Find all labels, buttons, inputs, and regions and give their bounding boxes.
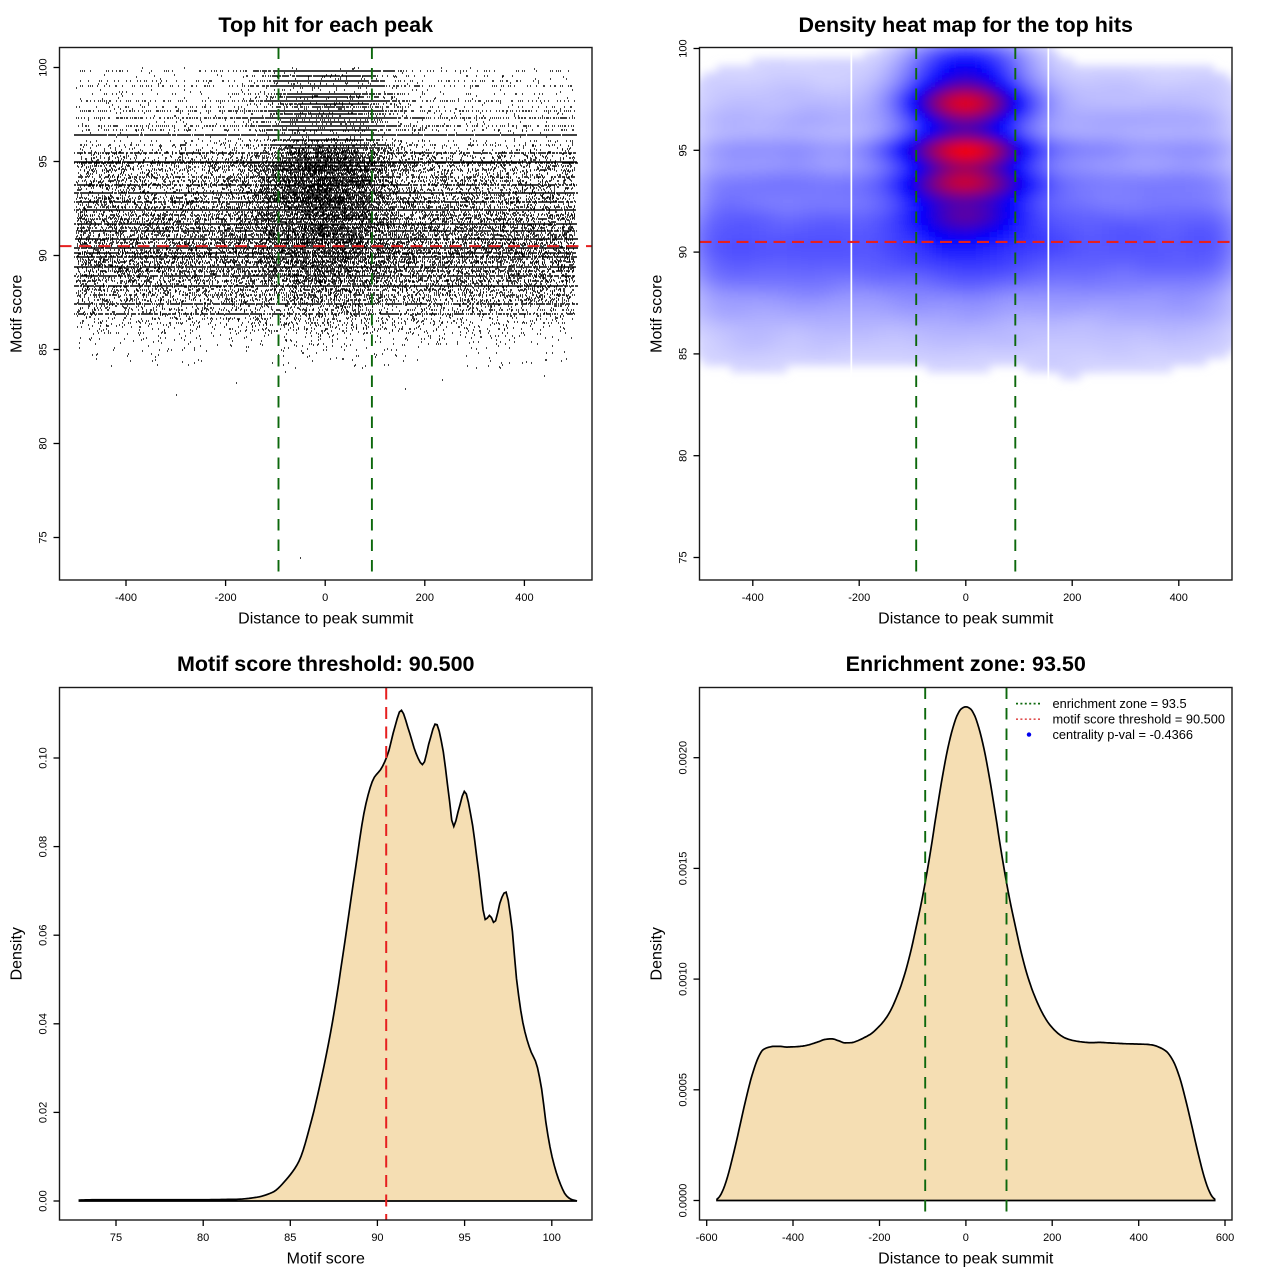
svg-text:90: 90 <box>38 249 50 261</box>
svg-text:0: 0 <box>963 1232 969 1244</box>
svg-text:200: 200 <box>416 592 434 604</box>
svg-text:75: 75 <box>678 551 690 563</box>
svg-text:75: 75 <box>110 1232 122 1244</box>
svg-text:centrality p-val = -0.4366: centrality p-val = -0.4366 <box>1053 727 1194 742</box>
svg-text:-400: -400 <box>115 592 137 604</box>
svg-text:0.00: 0.00 <box>38 1190 50 1211</box>
svg-text:0.06: 0.06 <box>38 924 50 945</box>
svg-text:75: 75 <box>38 531 50 543</box>
svg-text:0.04: 0.04 <box>38 1013 50 1034</box>
svg-text:-200: -200 <box>868 1232 890 1244</box>
svg-text:Enrichment zone: 93.50: Enrichment zone: 93.50 <box>846 652 1086 676</box>
svg-text:400: 400 <box>1129 1232 1147 1244</box>
svg-text:90: 90 <box>678 246 690 258</box>
svg-text:95: 95 <box>678 144 690 156</box>
svg-text:80: 80 <box>197 1232 209 1244</box>
svg-text:85: 85 <box>38 343 50 355</box>
svg-text:0.0005: 0.0005 <box>678 1073 690 1107</box>
svg-text:-200: -200 <box>215 592 237 604</box>
svg-text:motif score threshold = 90.500: motif score threshold = 90.500 <box>1053 711 1226 726</box>
svg-text:600: 600 <box>1216 1232 1234 1244</box>
svg-text:0: 0 <box>322 592 328 604</box>
svg-text:-400: -400 <box>782 1232 804 1244</box>
svg-text:100: 100 <box>678 39 690 57</box>
svg-text:80: 80 <box>38 437 50 449</box>
svg-text:85: 85 <box>284 1232 296 1244</box>
svg-text:Distance to peak summit: Distance to peak summit <box>878 1251 1054 1268</box>
svg-text:-600: -600 <box>696 1232 718 1244</box>
svg-text:Motif score: Motif score <box>287 1251 365 1268</box>
svg-text:0.10: 0.10 <box>38 747 50 768</box>
svg-text:Distance to peak summit: Distance to peak summit <box>238 611 414 628</box>
svg-text:100: 100 <box>38 58 50 76</box>
svg-text:0.08: 0.08 <box>38 836 50 857</box>
svg-text:Motif score: Motif score <box>649 275 666 353</box>
svg-text:Density: Density <box>649 927 666 980</box>
svg-text:0.0020: 0.0020 <box>678 741 690 775</box>
svg-text:0.0010: 0.0010 <box>678 962 690 996</box>
svg-text:Distance to peak summit: Distance to peak summit <box>878 611 1054 628</box>
svg-text:200: 200 <box>1043 1232 1061 1244</box>
svg-text:Density: Density <box>9 927 26 980</box>
svg-text:0.0000: 0.0000 <box>678 1184 690 1218</box>
svg-text:95: 95 <box>38 155 50 167</box>
svg-text:400: 400 <box>515 592 533 604</box>
svg-text:0.0015: 0.0015 <box>678 852 690 886</box>
svg-text:95: 95 <box>458 1232 470 1244</box>
svg-text:85: 85 <box>678 348 690 360</box>
svg-text:Motif score threshold: 90.500: Motif score threshold: 90.500 <box>177 652 475 676</box>
svg-text:200: 200 <box>1063 592 1081 604</box>
svg-text:0: 0 <box>963 592 969 604</box>
svg-text:90: 90 <box>371 1232 383 1244</box>
svg-text:-200: -200 <box>848 592 870 604</box>
svg-text:400: 400 <box>1170 592 1188 604</box>
svg-text:Top hit for each peak: Top hit for each peak <box>218 13 433 37</box>
svg-text:Density heat map for the top h: Density heat map for the top hits <box>799 13 1134 37</box>
svg-text:80: 80 <box>678 450 690 462</box>
svg-text:-400: -400 <box>742 592 764 604</box>
svg-text:100: 100 <box>543 1232 561 1244</box>
svg-text:Motif score: Motif score <box>9 275 26 353</box>
svg-text:enrichment zone = 93.5: enrichment zone = 93.5 <box>1053 696 1187 711</box>
svg-text:0.02: 0.02 <box>38 1102 50 1123</box>
